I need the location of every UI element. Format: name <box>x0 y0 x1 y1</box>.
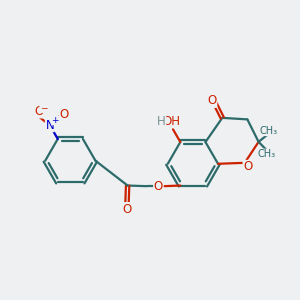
Text: OH: OH <box>162 115 180 128</box>
Text: O: O <box>154 180 163 193</box>
Text: O: O <box>60 108 69 121</box>
Text: CH₃: CH₃ <box>257 149 275 159</box>
Text: −: − <box>40 103 47 112</box>
Text: O: O <box>34 105 44 118</box>
Text: O: O <box>243 160 252 173</box>
Text: +: + <box>52 116 59 125</box>
Text: H: H <box>157 115 166 128</box>
Text: O: O <box>122 202 132 216</box>
Text: N: N <box>45 119 54 132</box>
Text: CH₃: CH₃ <box>259 126 278 136</box>
Text: O: O <box>208 94 217 107</box>
